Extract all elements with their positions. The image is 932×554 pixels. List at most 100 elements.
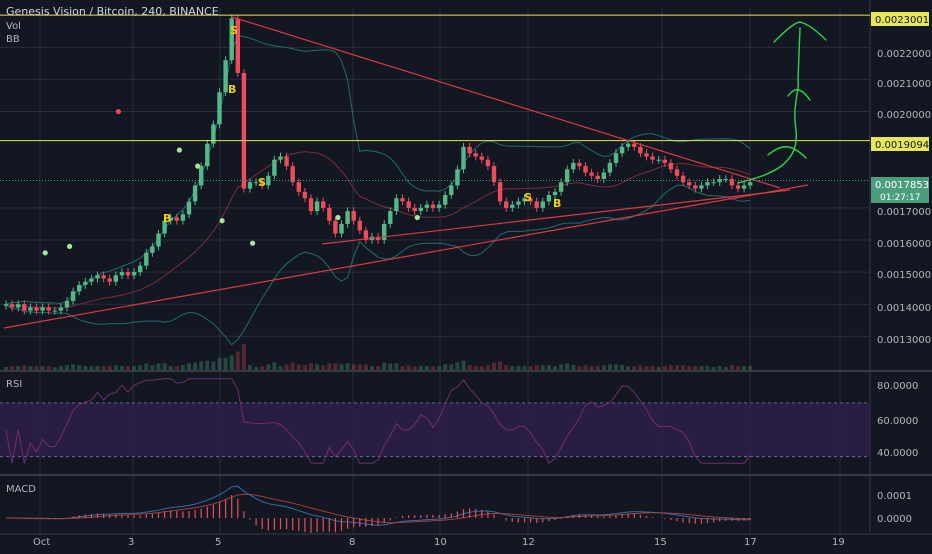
candle[interactable]: [583, 162, 588, 177]
candle[interactable]: [674, 165, 680, 180]
candle[interactable]: [125, 268, 131, 280]
candle[interactable]: [693, 181, 698, 193]
candle[interactable]: [497, 178, 503, 206]
candle[interactable]: [296, 178, 301, 196]
candle[interactable]: [107, 274, 112, 286]
candle[interactable]: [327, 204, 332, 225]
candle[interactable]: [302, 187, 308, 203]
candle[interactable]: [345, 207, 350, 228]
candle[interactable]: [436, 200, 442, 212]
candle[interactable]: [241, 69, 247, 193]
candle[interactable]: [46, 303, 51, 315]
candle[interactable]: [58, 303, 64, 315]
candle[interactable]: [558, 178, 564, 196]
candle[interactable]: [64, 297, 70, 312]
candle[interactable]: [162, 216, 167, 238]
indicator-vol[interactable]: Vol: [6, 21, 21, 32]
candle[interactable]: [455, 165, 460, 190]
candle[interactable]: [540, 197, 545, 212]
macd-title[interactable]: MACD: [6, 484, 36, 495]
candle[interactable]: [113, 271, 118, 286]
candle[interactable]: [101, 271, 106, 283]
candle[interactable]: [70, 287, 76, 305]
candle[interactable]: [644, 149, 649, 161]
candle[interactable]: [687, 178, 692, 190]
candle[interactable]: [406, 197, 411, 212]
candle[interactable]: [22, 300, 27, 315]
candle[interactable]: [223, 56, 228, 97]
candle[interactable]: [95, 271, 100, 283]
candle[interactable]: [571, 159, 576, 174]
candle[interactable]: [705, 178, 710, 190]
candle[interactable]: [180, 210, 186, 225]
candle[interactable]: [680, 171, 686, 187]
candle[interactable]: [357, 216, 362, 235]
candle[interactable]: [235, 14, 240, 77]
candle[interactable]: [504, 197, 509, 212]
candle[interactable]: [412, 204, 417, 215]
candle[interactable]: [253, 178, 259, 187]
candle[interactable]: [626, 139, 631, 151]
candle[interactable]: [479, 152, 484, 164]
candle[interactable]: [186, 197, 192, 219]
candle[interactable]: [491, 162, 497, 187]
candle[interactable]: [278, 152, 283, 164]
candle[interactable]: [211, 120, 216, 148]
candle[interactable]: [650, 152, 655, 164]
candle[interactable]: [131, 268, 137, 280]
candle[interactable]: [272, 155, 277, 180]
candle[interactable]: [260, 178, 265, 190]
candle[interactable]: [711, 178, 716, 187]
candle[interactable]: [217, 88, 222, 129]
candle[interactable]: [229, 14, 234, 65]
candle[interactable]: [741, 181, 747, 193]
candle[interactable]: [16, 300, 21, 312]
candle[interactable]: [424, 200, 430, 212]
candle[interactable]: [632, 139, 637, 151]
candle[interactable]: [418, 204, 423, 215]
candle[interactable]: [205, 139, 210, 170]
candle[interactable]: [394, 194, 399, 215]
candle[interactable]: [485, 155, 491, 170]
candle[interactable]: [668, 159, 674, 174]
candle[interactable]: [174, 213, 179, 225]
candle[interactable]: [430, 200, 436, 212]
candle[interactable]: [290, 162, 295, 187]
candle[interactable]: [662, 155, 667, 167]
candle[interactable]: [595, 171, 600, 183]
candle[interactable]: [638, 143, 643, 158]
candles[interactable]: [3, 14, 753, 315]
candle[interactable]: [34, 303, 39, 315]
candle[interactable]: [461, 143, 466, 174]
candle[interactable]: [546, 191, 552, 206]
candle[interactable]: [363, 226, 369, 244]
candle[interactable]: [83, 277, 88, 289]
candle[interactable]: [723, 175, 728, 183]
candle[interactable]: [375, 232, 381, 244]
candle[interactable]: [192, 181, 198, 206]
candle[interactable]: [552, 187, 558, 199]
candle[interactable]: [382, 220, 387, 244]
candle[interactable]: [388, 207, 393, 228]
candle[interactable]: [607, 159, 613, 177]
candle[interactable]: [156, 229, 161, 251]
candle[interactable]: [52, 306, 57, 315]
candle[interactable]: [613, 149, 619, 167]
candle[interactable]: [619, 143, 625, 158]
candle[interactable]: [308, 194, 314, 215]
candle[interactable]: [284, 152, 289, 170]
candle[interactable]: [28, 303, 33, 315]
candle[interactable]: [3, 300, 9, 310]
candle[interactable]: [449, 181, 454, 199]
indicator-bb[interactable]: BB: [6, 34, 20, 45]
candle[interactable]: [351, 207, 356, 225]
candle[interactable]: [528, 194, 533, 206]
candle[interactable]: [339, 220, 344, 238]
candle[interactable]: [40, 303, 45, 315]
candle[interactable]: [534, 197, 539, 212]
candle[interactable]: [314, 197, 320, 215]
candle[interactable]: [516, 197, 521, 209]
candle[interactable]: [589, 168, 594, 180]
